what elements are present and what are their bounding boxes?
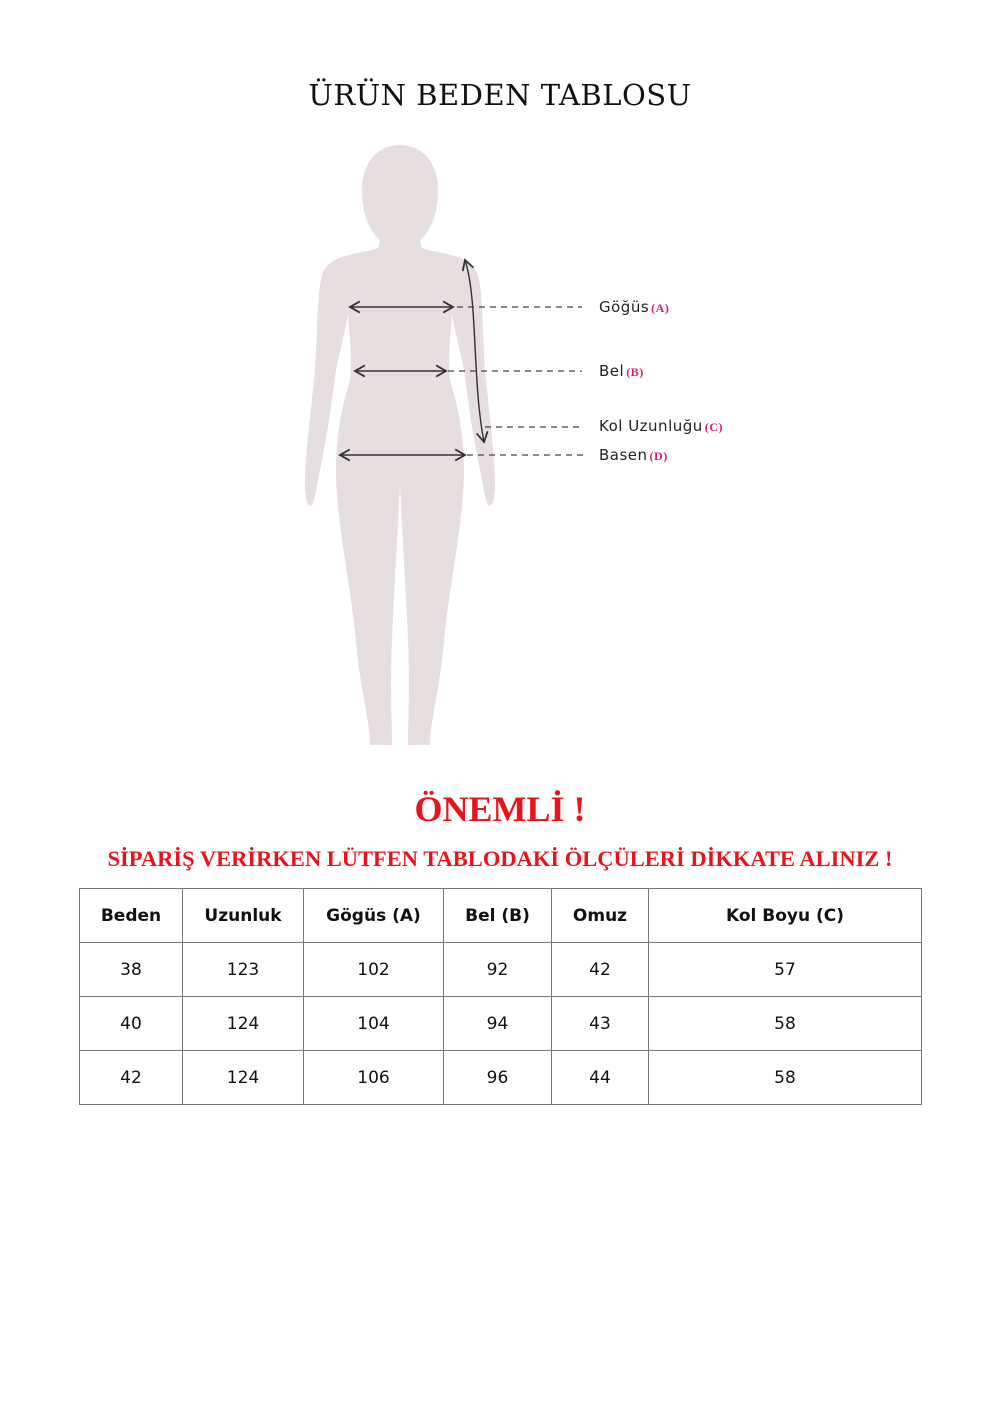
table-header-row: Beden Uzunluk Gögüs (A) Bel (B) Omuz Kol… [79, 888, 922, 943]
hip-label-text: Basen [599, 446, 648, 464]
chest-label: Göğüs (A) [599, 298, 669, 316]
table-cell: 102 [303, 942, 444, 997]
chest-tag: (A) [651, 301, 670, 315]
table-cell: 40 [79, 996, 183, 1051]
table-row: 40 124 104 94 43 58 [79, 996, 922, 1051]
waist-label-text: Bel [599, 362, 625, 380]
table-cell: 94 [443, 996, 552, 1051]
table-cell: 42 [551, 942, 649, 997]
table-cell: 106 [303, 1050, 444, 1105]
header-cell: Beden [79, 888, 183, 943]
table-cell: 123 [182, 942, 304, 997]
sleeve-label: Kol Uzunluğu (C) [599, 417, 723, 435]
table-cell: 57 [648, 942, 922, 997]
size-table: Beden Uzunluk Gögüs (A) Bel (B) Omuz Kol… [79, 888, 922, 1105]
header-cell: Kol Boyu (C) [648, 888, 922, 943]
waist-tag: (B) [626, 365, 644, 379]
table-cell: 38 [79, 942, 183, 997]
header-cell: Uzunluk [182, 888, 304, 943]
table-cell: 104 [303, 996, 444, 1051]
table-cell: 44 [551, 1050, 649, 1105]
header-cell: Gögüs (A) [303, 888, 444, 943]
table-cell: 58 [648, 996, 922, 1051]
table-cell: 124 [182, 1050, 304, 1105]
sleeve-tag: (C) [704, 420, 723, 434]
table-cell: 92 [443, 942, 552, 997]
table-row: 42 124 106 96 44 58 [79, 1050, 922, 1105]
important-heading: ÖNEMLİ ! [414, 789, 586, 829]
table-row: 38 123 102 92 42 57 [79, 942, 922, 997]
sleeve-arrow [461, 258, 489, 444]
waist-label: Bel (B) [599, 362, 644, 380]
hip-label: Basen (D) [599, 446, 668, 464]
table-cell: 43 [551, 996, 649, 1051]
table-cell: 42 [79, 1050, 183, 1105]
table-cell: 96 [443, 1050, 552, 1105]
header-cell: Omuz [551, 888, 649, 943]
woman-silhouette [304, 145, 496, 745]
notice-message: SİPARİŞ VERİRKEN LÜTFEN TABLODAKİ ÖLÇÜLE… [107, 846, 893, 871]
table-cell: 58 [648, 1050, 922, 1105]
chest-label-text: Göğüs [599, 298, 650, 316]
page-title: ÜRÜN BEDEN TABLOSU [308, 78, 692, 112]
sleeve-label-text: Kol Uzunluğu [599, 417, 703, 435]
header-cell: Bel (B) [443, 888, 552, 943]
body-silhouette-diagram [304, 145, 584, 745]
table-cell: 124 [182, 996, 304, 1051]
hip-tag: (D) [649, 449, 668, 463]
